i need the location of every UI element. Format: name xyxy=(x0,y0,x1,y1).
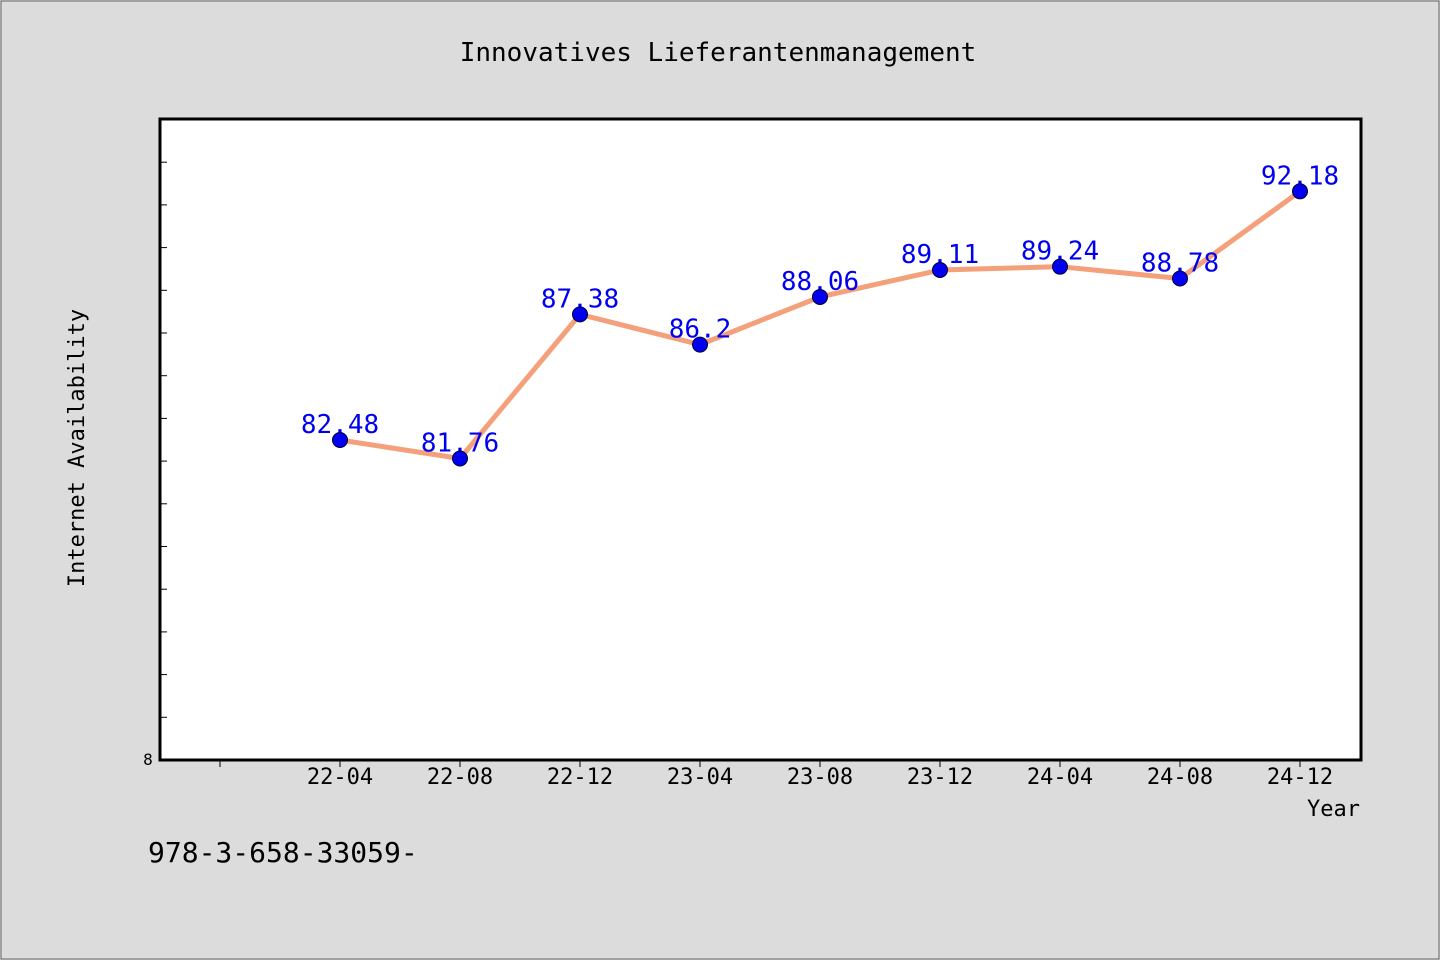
x-tick-label: 23-12 xyxy=(907,765,973,790)
x-axis-ticks: 22-04 22-08 22-12 23-04 23-08 23-12 24-04 24-08… xyxy=(219,760,1333,790)
x-tick-label: 23-08 xyxy=(787,765,853,790)
y-origin-tick-label: 8 xyxy=(143,750,153,769)
x-tick-label: 22-04 xyxy=(307,765,373,790)
data-point xyxy=(692,336,708,353)
y-axis-ticks xyxy=(160,161,167,718)
chart-title: Innovatives Lieferantenmanagement xyxy=(460,38,977,68)
isbn-footer-text: 978-3-658-33059- xyxy=(148,836,418,869)
x-tick-label: 22-12 xyxy=(547,765,613,790)
x-tick-label: 22-08 xyxy=(427,765,493,790)
data-point xyxy=(1172,270,1188,287)
x-tick-label: 23-04 xyxy=(667,765,733,790)
data-point xyxy=(812,288,828,305)
data-point xyxy=(332,432,348,449)
x-tick-label: 24-12 xyxy=(1267,765,1333,790)
y-axis-label: Internet Availability xyxy=(65,309,90,587)
plot-area xyxy=(158,117,1363,762)
data-point xyxy=(932,262,948,279)
x-tick-label: 24-08 xyxy=(1147,765,1213,790)
data-point xyxy=(572,306,588,323)
data-point xyxy=(1052,258,1068,275)
x-axis-label: Year xyxy=(1307,797,1360,822)
data-point xyxy=(1292,183,1308,200)
x-tick-label: 24-04 xyxy=(1027,765,1093,790)
data-point xyxy=(452,450,468,467)
